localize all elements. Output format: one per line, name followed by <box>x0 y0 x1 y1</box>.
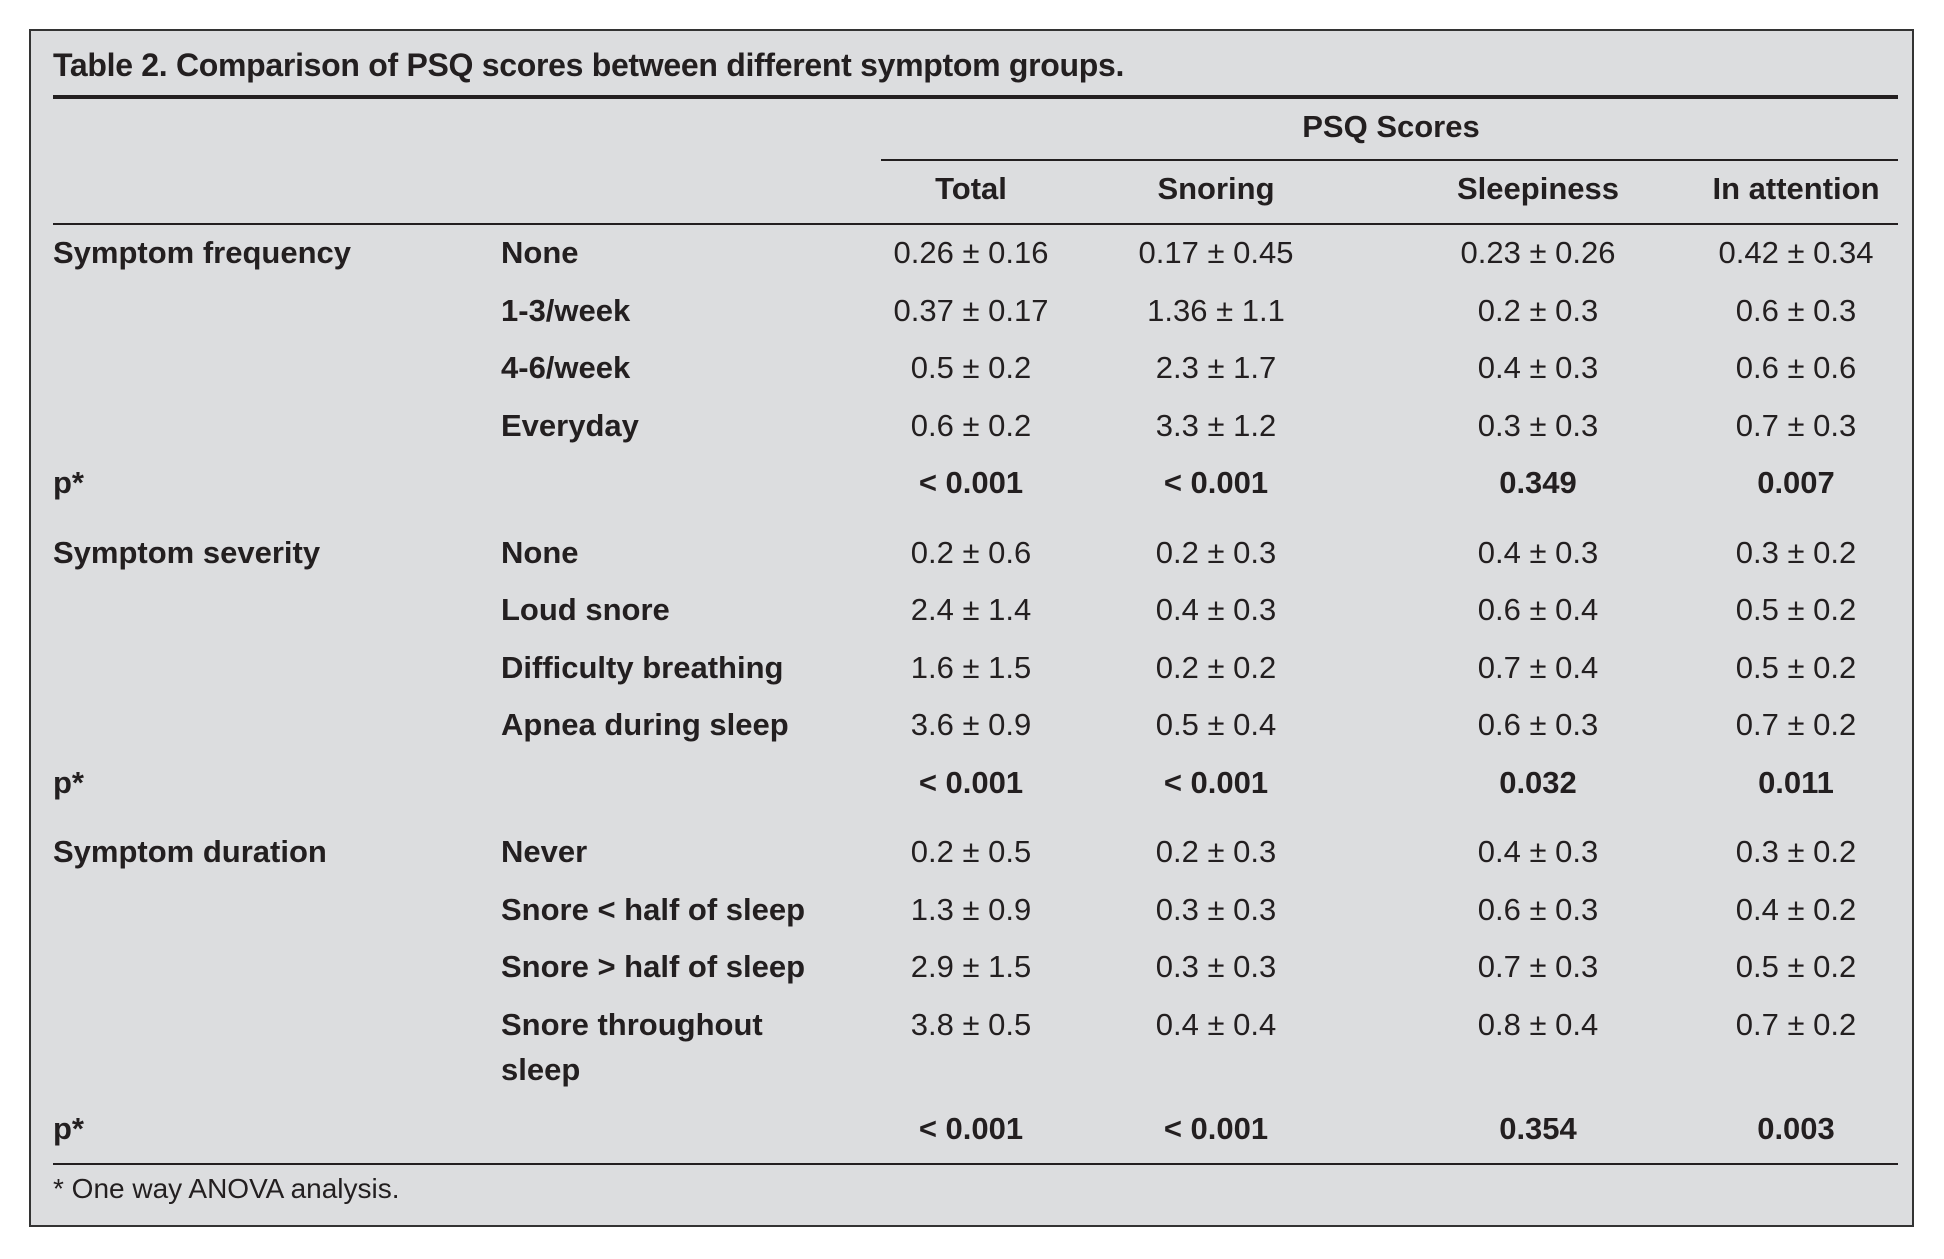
p-value-label: p* <box>53 465 84 500</box>
cell-inattention: 0.7 ± 0.2 <box>1735 1006 1857 1042</box>
cell-snoring: 0.3 ± 0.3 <box>1155 891 1277 927</box>
row-label: 4-6/week <box>501 350 631 385</box>
cell-inattention: 0.6 ± 0.3 <box>1735 292 1857 328</box>
cell-snoring: 0.2 ± 0.3 <box>1155 534 1277 570</box>
p-value-snoring: < 0.001 <box>1163 764 1269 800</box>
cell-snoring: 0.5 ± 0.4 <box>1155 707 1277 742</box>
cell-snoring: 3.3 ± 1.2 <box>1155 407 1277 443</box>
header-rule <box>53 223 1898 225</box>
cell-inattention: 0.5 ± 0.2 <box>1735 649 1857 685</box>
cell-inattention: 0.6 ± 0.6 <box>1735 350 1857 385</box>
group-header-rule <box>881 159 1898 161</box>
row-label-continuation: sleep <box>501 1051 581 1087</box>
group-header: PSQ Scores <box>1302 109 1480 144</box>
column-header-total: Total <box>935 171 1007 206</box>
cell-total: 1.6 ± 1.5 <box>910 649 1032 685</box>
cell-sleepiness: 0.6 ± 0.3 <box>1477 891 1599 927</box>
p-value-label: p* <box>53 1111 84 1146</box>
p-value-total: < 0.001 <box>918 764 1024 800</box>
cell-snoring: 0.4 ± 0.3 <box>1155 592 1277 627</box>
column-header-snoring: Snoring <box>1157 171 1275 206</box>
p-value-sleepiness: 0.032 <box>1499 764 1577 800</box>
row-label: Everyday <box>501 407 639 443</box>
p-value-total: < 0.001 <box>918 465 1024 500</box>
title-rule <box>53 95 1898 99</box>
row-label: Snore throughout <box>501 1006 763 1042</box>
table-title: Table 2. Comparison of PSQ scores betwee… <box>53 47 1125 83</box>
cell-inattention: 0.3 ± 0.2 <box>1735 834 1857 869</box>
p-value-inattention: 0.007 <box>1757 465 1835 500</box>
cell-sleepiness: 0.23 ± 0.26 <box>1460 235 1616 270</box>
cell-snoring: 0.2 ± 0.3 <box>1155 834 1277 869</box>
cell-sleepiness: 0.3 ± 0.3 <box>1477 407 1599 443</box>
column-header-inattention: In attention <box>1712 171 1880 206</box>
row-label: Difficulty breathing <box>501 649 784 685</box>
cell-snoring: 0.17 ± 0.45 <box>1138 235 1294 270</box>
cell-total: 3.6 ± 0.9 <box>910 707 1032 742</box>
p-value-inattention: 0.011 <box>1758 764 1834 800</box>
cell-sleepiness: 0.4 ± 0.3 <box>1477 534 1599 570</box>
cell-total: 1.3 ± 0.9 <box>910 891 1032 927</box>
row-label: None <box>501 235 579 270</box>
footnote: * One way ANOVA analysis. <box>53 1173 400 1204</box>
cell-sleepiness: 0.6 ± 0.4 <box>1477 592 1599 627</box>
column-header-sleepiness: Sleepiness <box>1457 171 1619 206</box>
row-label: Snore < half of sleep <box>501 891 806 927</box>
row-label: Loud snore <box>501 592 670 627</box>
p-value-snoring: < 0.001 <box>1163 1111 1269 1146</box>
cell-total: 0.26 ± 0.16 <box>893 235 1049 270</box>
cell-sleepiness: 0.6 ± 0.3 <box>1477 707 1599 742</box>
section-label: Symptom frequency <box>53 235 352 270</box>
cell-inattention: 0.5 ± 0.2 <box>1735 949 1857 984</box>
cell-snoring: 0.3 ± 0.3 <box>1155 949 1277 984</box>
cell-total: 0.37 ± 0.17 <box>893 292 1049 328</box>
cell-sleepiness: 0.7 ± 0.3 <box>1477 949 1599 984</box>
cell-sleepiness: 0.2 ± 0.3 <box>1477 292 1599 328</box>
table-container: Table 2. Comparison of PSQ scores betwee… <box>29 29 1914 1227</box>
p-value-total: < 0.001 <box>918 1111 1024 1146</box>
cell-total: 0.6 ± 0.2 <box>910 407 1032 443</box>
cell-sleepiness: 0.7 ± 0.4 <box>1477 649 1599 685</box>
p-value-sleepiness: 0.354 <box>1499 1111 1577 1146</box>
cell-sleepiness: 0.4 ± 0.3 <box>1477 350 1599 385</box>
row-label: Never <box>501 834 588 869</box>
cell-inattention: 0.7 ± 0.3 <box>1735 407 1857 443</box>
cell-total: 0.5 ± 0.2 <box>910 350 1032 385</box>
bottom-rule <box>53 1163 1898 1165</box>
section-label: Symptom severity <box>53 534 321 570</box>
p-value-label: p* <box>53 764 84 800</box>
cell-snoring: 2.3 ± 1.7 <box>1155 350 1277 385</box>
p-value-inattention: 0.003 <box>1757 1111 1835 1146</box>
row-label: Apnea during sleep <box>501 707 789 742</box>
p-value-snoring: < 0.001 <box>1163 465 1269 500</box>
cell-snoring: 0.4 ± 0.4 <box>1155 1006 1277 1042</box>
cell-sleepiness: 0.8 ± 0.4 <box>1477 1006 1599 1042</box>
cell-inattention: 0.42 ± 0.34 <box>1718 235 1874 270</box>
row-label: 1-3/week <box>501 292 631 328</box>
cell-total: 0.2 ± 0.6 <box>910 534 1032 570</box>
p-value-sleepiness: 0.349 <box>1499 465 1577 500</box>
cell-total: 2.4 ± 1.4 <box>910 592 1032 627</box>
cell-total: 0.2 ± 0.5 <box>910 834 1032 869</box>
cell-total: 2.9 ± 1.5 <box>910 949 1032 984</box>
cell-inattention: 0.3 ± 0.2 <box>1735 534 1857 570</box>
section-label: Symptom duration <box>53 834 327 869</box>
cell-inattention: 0.7 ± 0.2 <box>1735 707 1857 742</box>
cell-sleepiness: 0.4 ± 0.3 <box>1477 834 1599 869</box>
cell-inattention: 0.4 ± 0.2 <box>1735 891 1857 927</box>
cell-inattention: 0.5 ± 0.2 <box>1735 592 1857 627</box>
cell-total: 3.8 ± 0.5 <box>910 1006 1032 1042</box>
row-label: Snore > half of sleep <box>501 949 806 984</box>
cell-snoring: 0.2 ± 0.2 <box>1155 649 1277 685</box>
row-label: None <box>501 534 579 570</box>
cell-snoring: 1.36 ± 1.1 <box>1147 292 1285 328</box>
